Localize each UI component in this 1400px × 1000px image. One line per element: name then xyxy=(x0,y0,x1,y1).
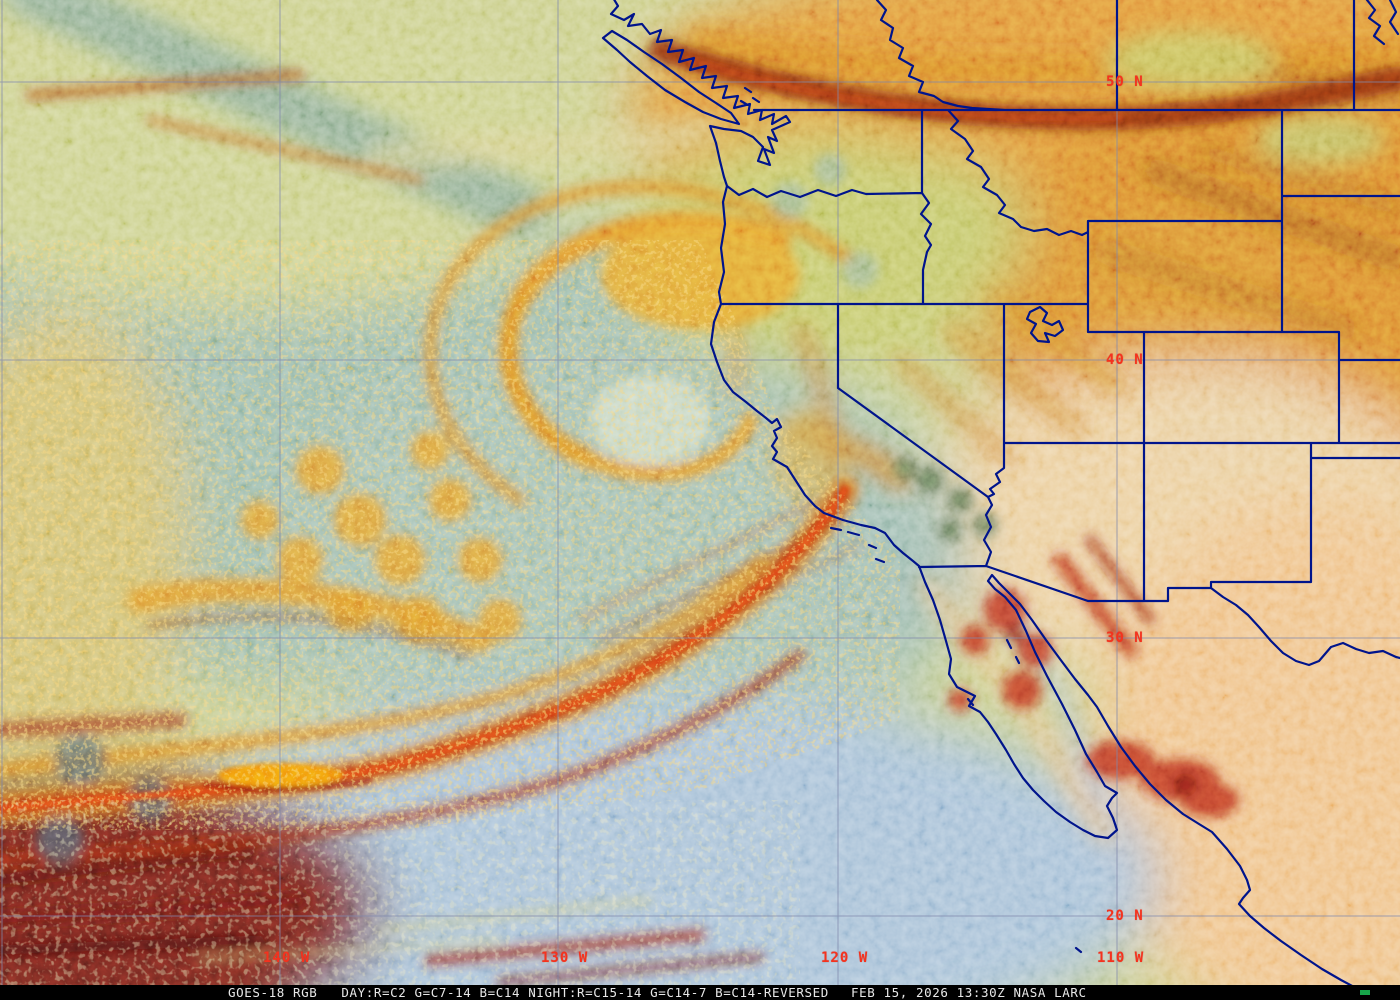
coastline xyxy=(609,0,1353,985)
footer-channel-recipe: DAY:R=C2 G=C7-14 B=C14 NIGHT:R=C15-14 G=… xyxy=(341,985,829,1000)
grid-label-lat-20n: 20 N xyxy=(1106,908,1144,924)
footer-green-marker xyxy=(1360,990,1370,995)
footer-timestamp: FEB 15, 2026 13:30Z NASA LARC xyxy=(850,985,1087,1000)
grid-label-lon-130w: 130 W xyxy=(541,950,589,966)
great-salt-lake xyxy=(1025,305,1065,344)
vancouver-island xyxy=(601,29,741,126)
manitoba-lakes xyxy=(1365,0,1400,46)
grid-label-lon-110w: 110 W xyxy=(1097,950,1145,966)
grid-label-lat-40n: 40 N xyxy=(1106,352,1144,368)
small-islands xyxy=(739,86,1083,954)
footer-bar: GOES-18 RGB DAY:R=C2 G=C7-14 B=C14 NIGHT… xyxy=(0,985,1400,1000)
grid-label-lon-140w: 140 W xyxy=(263,950,311,966)
map-borders-overlay xyxy=(601,0,1400,985)
state-borders xyxy=(719,0,1400,667)
grid-label-lat-50n: 50 N xyxy=(1106,74,1144,90)
grid-label-lon-120w: 120 W xyxy=(821,950,869,966)
grid-label-lat-30n: 30 N xyxy=(1106,630,1144,646)
footer-product-name: GOES-18 RGB xyxy=(228,985,318,1000)
